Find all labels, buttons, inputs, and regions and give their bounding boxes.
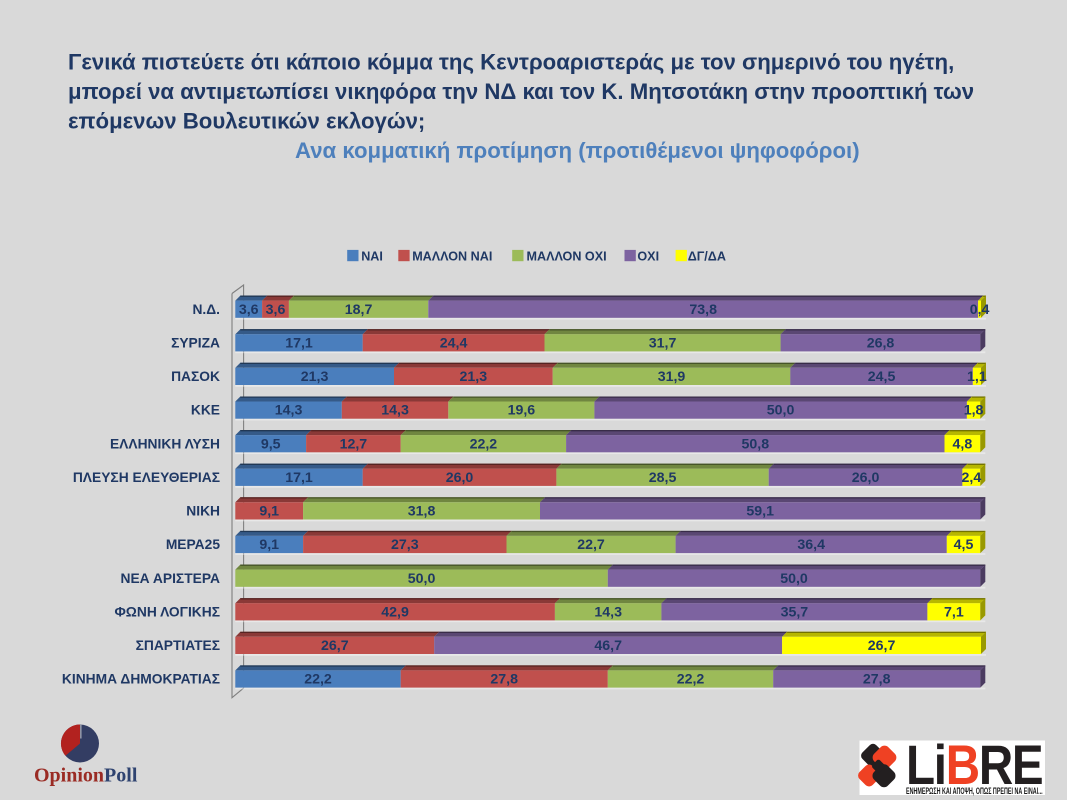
svg-text:ΝΕΑ ΑΡΙΣΤΕΡΑ: ΝΕΑ ΑΡΙΣΤΕΡΑ bbox=[120, 571, 220, 586]
svg-text:28,5: 28,5 bbox=[649, 470, 677, 486]
svg-text:26,7: 26,7 bbox=[321, 638, 349, 654]
svg-text:ΚΙΝΗΜΑ ΔΗΜΟΚΡΑΤΙΑΣ: ΚΙΝΗΜΑ ΔΗΜΟΚΡΑΤΙΑΣ bbox=[62, 672, 220, 687]
svg-text:50,0: 50,0 bbox=[780, 571, 808, 587]
svg-text:3,6: 3,6 bbox=[266, 302, 286, 318]
svg-text:17,1: 17,1 bbox=[285, 335, 313, 351]
svg-text:Γενικά πιστεύετε ότι κάποιο κό: Γενικά πιστεύετε ότι κάποιο κόμμα της Κε… bbox=[68, 50, 954, 75]
svg-text:14,3: 14,3 bbox=[381, 403, 409, 419]
svg-text:επόμενων Βουλευτικών εκλογών;: επόμενων Βουλευτικών εκλογών; bbox=[68, 109, 425, 134]
svg-text:ΜΕΡΑ25: ΜΕΡΑ25 bbox=[166, 537, 221, 552]
svg-text:2,4: 2,4 bbox=[962, 470, 982, 486]
svg-text:ΚΚΕ: ΚΚΕ bbox=[191, 403, 220, 418]
svg-text:27,8: 27,8 bbox=[863, 672, 891, 688]
svg-text:24,5: 24,5 bbox=[868, 369, 896, 385]
svg-text:22,2: 22,2 bbox=[304, 672, 332, 688]
svg-text:50,8: 50,8 bbox=[741, 436, 769, 452]
svg-text:ΝΙΚΗ: ΝΙΚΗ bbox=[186, 504, 220, 519]
svg-text:μπορεί να αντιμετωπίσει νικηφό: μπορεί να αντιμετωπίσει νικηφόρα την ΝΔ … bbox=[68, 79, 974, 104]
svg-text:24,4: 24,4 bbox=[440, 335, 468, 351]
svg-text:14,3: 14,3 bbox=[594, 604, 622, 620]
svg-text:31,7: 31,7 bbox=[649, 335, 677, 351]
svg-text:ΠΛΕΥΣΗ ΕΛΕΥΘΕΡΙΑΣ: ΠΛΕΥΣΗ ΕΛΕΥΘΕΡΙΑΣ bbox=[73, 470, 220, 485]
svg-text:27,8: 27,8 bbox=[490, 672, 518, 688]
svg-text:4,8: 4,8 bbox=[953, 436, 973, 452]
svg-text:ΟΧΙ: ΟΧΙ bbox=[637, 249, 659, 263]
svg-text:0,4: 0,4 bbox=[970, 302, 990, 318]
svg-text:ΕΝΗΜΕΡΩΣΗ ΚΑΙ ΑΠΟΨΗ, ΟΠΩΣ ΠΡΕΠ: ΕΝΗΜΕΡΩΣΗ ΚΑΙ ΑΠΟΨΗ, ΟΠΩΣ ΠΡΕΠΕΙ ΝΑ ΕΙΝΑ… bbox=[906, 785, 1043, 796]
svg-text:22,2: 22,2 bbox=[677, 672, 705, 688]
svg-text:ΕΛΛΗΝΙΚΗ ΛΥΣΗ: ΕΛΛΗΝΙΚΗ ΛΥΣΗ bbox=[110, 436, 220, 451]
svg-text:ΝΑΙ: ΝΑΙ bbox=[361, 249, 383, 263]
svg-text:42,9: 42,9 bbox=[381, 604, 409, 620]
svg-text:ΣΠΑΡΤΙΑΤΕΣ: ΣΠΑΡΤΙΑΤΕΣ bbox=[136, 638, 220, 653]
svg-text:Ν.Δ.: Ν.Δ. bbox=[192, 302, 220, 317]
svg-text:9,5: 9,5 bbox=[261, 436, 281, 452]
svg-text:1,8: 1,8 bbox=[964, 403, 984, 419]
svg-text:ΦΩΝΗ ΛΟΓΙΚΗΣ: ΦΩΝΗ ΛΟΓΙΚΗΣ bbox=[114, 604, 220, 619]
svg-text:ΜΑΛΛΟΝ ΝΑΙ: ΜΑΛΛΟΝ ΝΑΙ bbox=[412, 249, 492, 263]
svg-text:Ανα κομματική προτίμηση (προτι: Ανα κομματική προτίμηση (προτιθέμενοι ψη… bbox=[295, 138, 860, 163]
svg-text:7,1: 7,1 bbox=[944, 604, 964, 620]
svg-text:LiBRE: LiBRE bbox=[906, 734, 1042, 796]
svg-text:31,9: 31,9 bbox=[658, 369, 686, 385]
svg-text:ΜΑΛΛΟΝ ΟΧΙ: ΜΑΛΛΟΝ ΟΧΙ bbox=[527, 249, 607, 263]
svg-text:19,6: 19,6 bbox=[508, 403, 536, 419]
svg-text:ΣΥΡΙΖΑ: ΣΥΡΙΖΑ bbox=[171, 335, 220, 350]
svg-text:18,7: 18,7 bbox=[345, 302, 373, 318]
svg-text:21,3: 21,3 bbox=[459, 369, 487, 385]
svg-text:3,6: 3,6 bbox=[239, 302, 259, 318]
svg-text:26,8: 26,8 bbox=[867, 335, 895, 351]
svg-text:9,1: 9,1 bbox=[259, 537, 279, 553]
svg-text:26,0: 26,0 bbox=[852, 470, 880, 486]
svg-text:ΠΑΣΟΚ: ΠΑΣΟΚ bbox=[171, 369, 220, 384]
svg-text:1,1: 1,1 bbox=[967, 369, 987, 385]
svg-text:50,0: 50,0 bbox=[408, 571, 436, 587]
svg-text:27,3: 27,3 bbox=[391, 537, 419, 553]
svg-text:31,8: 31,8 bbox=[408, 504, 436, 520]
svg-text:35,7: 35,7 bbox=[781, 604, 809, 620]
svg-text:59,1: 59,1 bbox=[746, 504, 774, 520]
svg-text:22,2: 22,2 bbox=[470, 436, 498, 452]
svg-text:4,5: 4,5 bbox=[954, 537, 974, 553]
svg-text:50,0: 50,0 bbox=[767, 403, 795, 419]
svg-text:12,7: 12,7 bbox=[340, 436, 368, 452]
svg-text:22,7: 22,7 bbox=[577, 537, 605, 553]
svg-text:26,7: 26,7 bbox=[868, 638, 896, 654]
svg-text:26,0: 26,0 bbox=[446, 470, 474, 486]
svg-text:ΔΓ/ΔΑ: ΔΓ/ΔΑ bbox=[688, 249, 726, 263]
svg-text:73,8: 73,8 bbox=[689, 302, 717, 318]
svg-text:46,7: 46,7 bbox=[594, 638, 622, 654]
svg-text:36,4: 36,4 bbox=[797, 537, 825, 553]
svg-text:14,3: 14,3 bbox=[275, 403, 303, 419]
svg-text:17,1: 17,1 bbox=[285, 470, 313, 486]
svg-text:OpinionPoll: OpinionPoll bbox=[34, 764, 138, 786]
svg-text:9,1: 9,1 bbox=[259, 504, 279, 520]
svg-text:21,3: 21,3 bbox=[301, 369, 329, 385]
